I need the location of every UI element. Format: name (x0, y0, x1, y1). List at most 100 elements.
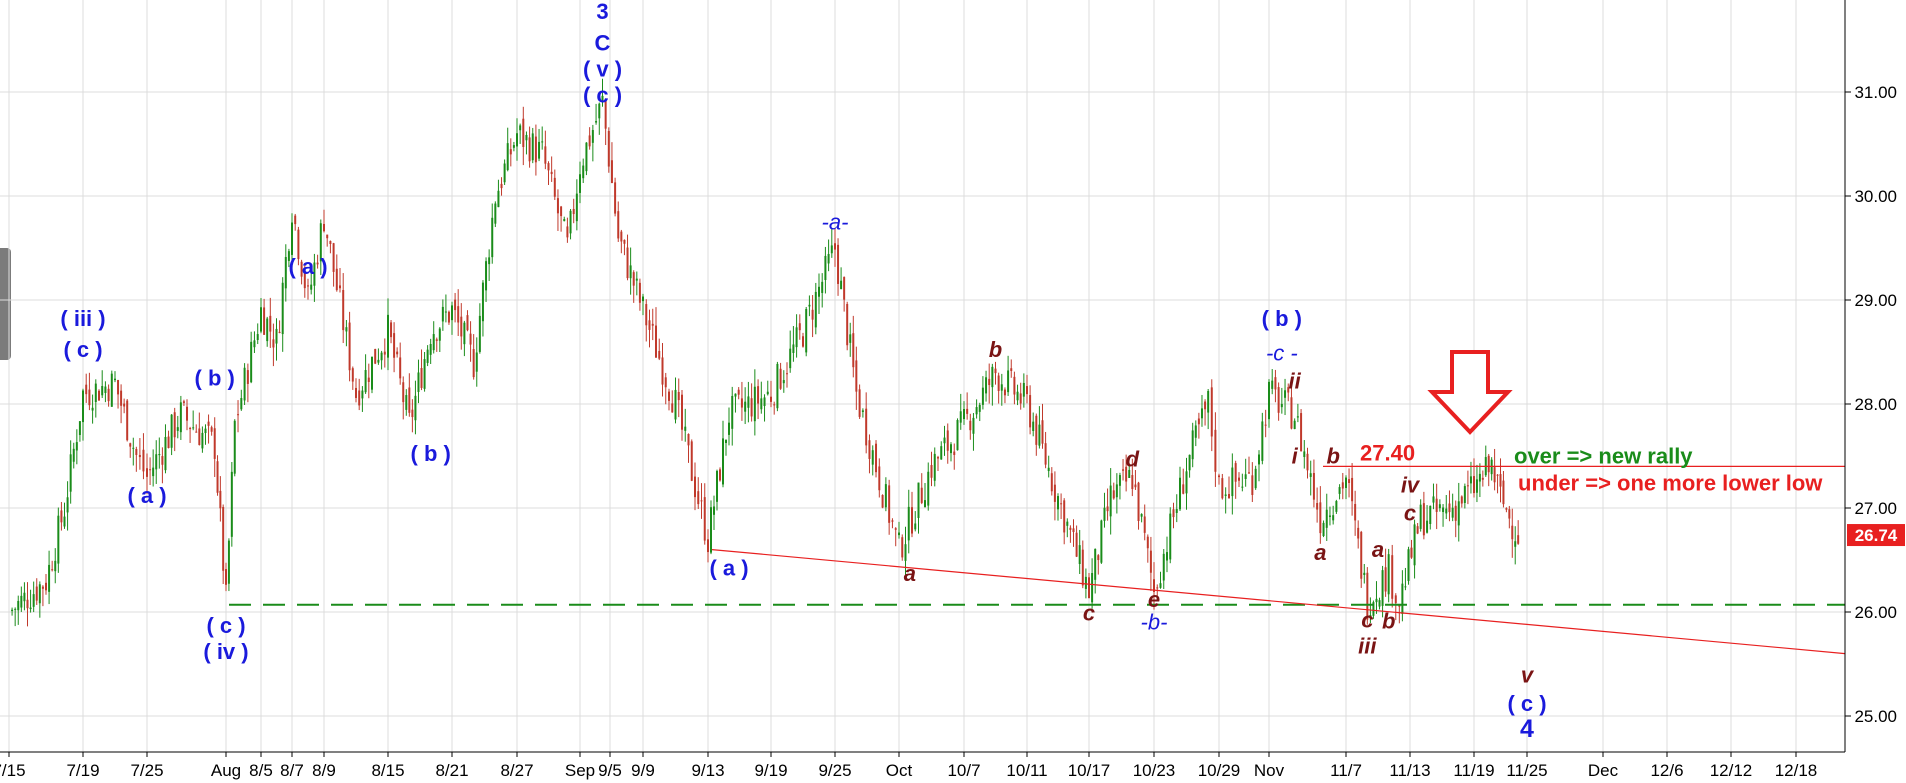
candle-body (981, 387, 984, 405)
candle-body (1435, 498, 1438, 512)
candle-body (1022, 382, 1025, 397)
candle-body (1372, 602, 1375, 616)
candle-body (1309, 473, 1312, 477)
candle-body (66, 497, 69, 513)
down-arrow-icon (1427, 350, 1513, 435)
candle-body (1191, 430, 1194, 460)
candle-body (281, 282, 284, 335)
candle-body (985, 377, 988, 394)
candle-body (1013, 376, 1016, 395)
candle-body (744, 401, 747, 412)
candle-body (531, 133, 534, 161)
candle-body (1238, 477, 1240, 481)
candle-body (795, 327, 798, 348)
candle-body (313, 262, 316, 286)
candle-body (1469, 476, 1472, 484)
candle-body (1175, 509, 1178, 513)
candle-body (1122, 469, 1125, 471)
candle-body (534, 136, 537, 163)
candle-body (598, 103, 601, 119)
candle-body (1325, 509, 1328, 528)
candle-body (871, 450, 874, 465)
candle-body (786, 373, 788, 375)
candle-body (57, 515, 60, 564)
candle-body (380, 352, 383, 361)
side-tab[interactable]: stockcharts (0, 248, 11, 360)
wave-label: 3 (596, 0, 608, 24)
candle-body (509, 149, 512, 155)
candle-body (1000, 384, 1003, 391)
candle-body (707, 539, 709, 553)
candle-body (170, 414, 173, 448)
candle-body (129, 443, 132, 447)
x-tick-label: 10/7 (947, 761, 980, 780)
candle-body (35, 586, 38, 601)
x-tick-label: 8/9 (312, 761, 336, 780)
candle-body (374, 349, 377, 364)
candle-body (638, 282, 641, 303)
candle-body (1322, 522, 1325, 536)
candle-body (1134, 484, 1137, 488)
candle-body (978, 404, 981, 412)
candle-body (1106, 506, 1109, 512)
candle-body (11, 609, 14, 612)
candle-body (1296, 416, 1299, 418)
wave-label: b (1382, 609, 1395, 634)
candle-body (506, 143, 509, 171)
candle-body (1398, 604, 1401, 607)
candle-body (1234, 463, 1237, 482)
candle-body (82, 390, 84, 423)
candle-body (1032, 421, 1035, 431)
candle-body (1277, 387, 1280, 413)
candle-body (32, 594, 35, 607)
trend-line (711, 549, 1846, 655)
wave-label: b (1326, 443, 1339, 468)
candle-body (881, 495, 884, 508)
candle-body (355, 387, 357, 398)
candle-body (946, 430, 949, 451)
candle-body (901, 537, 904, 558)
candle-body (1218, 475, 1220, 478)
candle-body (525, 134, 528, 141)
candle-body (1204, 401, 1207, 410)
candle-body (1156, 587, 1159, 589)
wave-label: ( c ) (63, 337, 102, 362)
candle-body (14, 608, 17, 610)
x-tick-label: 11/19 (1453, 761, 1494, 780)
candle-body (991, 366, 994, 388)
candle-body (198, 428, 201, 445)
candle-body (891, 520, 894, 522)
x-tick-label: 10/29 (1198, 761, 1241, 780)
candle-body (207, 421, 210, 426)
candle-body (930, 465, 933, 478)
candle-body (1312, 472, 1315, 500)
candle-body (23, 592, 26, 602)
candle-body (51, 569, 54, 571)
wave-label: a (1372, 537, 1384, 562)
candle-body (719, 469, 721, 481)
candle-body (1375, 598, 1378, 603)
candle-body (937, 457, 939, 459)
candle-body (1348, 479, 1351, 484)
candle-body (45, 582, 47, 591)
candle-body (770, 396, 772, 402)
candle-body (834, 243, 836, 250)
candle-body (1454, 505, 1457, 521)
candle-body (460, 316, 463, 337)
candle-body (953, 451, 956, 455)
wave-label: ( b ) (195, 365, 235, 390)
candle-body (396, 351, 399, 355)
candle-body (466, 315, 469, 331)
candle-body (364, 370, 367, 393)
candle-body (1060, 503, 1063, 505)
candle-body (556, 198, 559, 214)
candle-body (1496, 474, 1499, 476)
candle-body (1338, 487, 1341, 494)
candle-body (655, 325, 657, 358)
candle-body (1466, 485, 1469, 487)
candle-body (917, 482, 920, 518)
candle-body (1044, 443, 1047, 465)
